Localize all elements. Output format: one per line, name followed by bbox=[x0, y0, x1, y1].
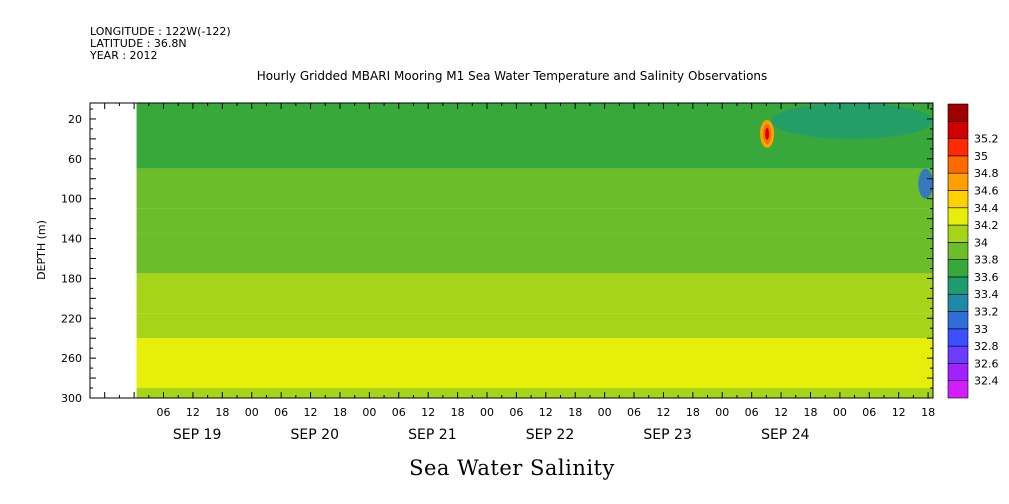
x-tick-label: 00 bbox=[245, 406, 259, 419]
x-day-label: SEP 21 bbox=[408, 427, 456, 443]
longitude-label: LONGITUDE : 122W(-122) bbox=[90, 25, 231, 38]
x-tick-label: 12 bbox=[539, 406, 553, 419]
x-tick-label: 12 bbox=[656, 406, 670, 419]
salinity-band bbox=[136, 313, 934, 339]
colorbar-label: 33.6 bbox=[974, 271, 999, 284]
colorbar-swatch bbox=[947, 190, 969, 209]
year-label: YEAR : 2012 bbox=[89, 49, 158, 62]
plot-area: 06 12 18 00 06 12 18 00 06 12 18 00 06 12 18 00 06 12 18 00… bbox=[61, 102, 935, 443]
colorbar-swatch bbox=[947, 380, 969, 399]
y-tick-label: 300 bbox=[61, 392, 82, 405]
x-day-label: SEP 19 bbox=[173, 427, 221, 443]
salinity-band bbox=[136, 338, 934, 389]
x-tick-label: 00 bbox=[833, 406, 847, 419]
variable-label: Sea Water Salinity bbox=[409, 456, 615, 480]
x-tick-label: 18 bbox=[451, 406, 465, 419]
colorbar-swatch bbox=[947, 224, 969, 243]
chart-title: Hourly Gridded MBARI Mooring M1 Sea Wate… bbox=[257, 69, 768, 83]
latitude-label: LATITUDE : 36.8N bbox=[90, 37, 187, 50]
y-tick-label: 180 bbox=[61, 272, 82, 285]
x-tick-label: 12 bbox=[892, 406, 906, 419]
x-tick-label: 12 bbox=[304, 406, 318, 419]
colorbar-swatch bbox=[947, 172, 969, 191]
y-tick-label: 20 bbox=[68, 113, 82, 126]
colorbar-swatch bbox=[947, 345, 969, 364]
x-tick-label: 06 bbox=[745, 406, 759, 419]
colorbar-label: 34.8 bbox=[974, 167, 999, 180]
colorbar-swatch bbox=[947, 242, 969, 260]
colorbar-label: 33 bbox=[974, 323, 988, 336]
salinity-band bbox=[136, 388, 934, 398]
x-axis: 06 12 18 00 06 12 18 00 06 12 18 00 06 12 18 00 06 12 18 00… bbox=[89, 103, 935, 443]
x-tick-label: 06 bbox=[157, 406, 171, 419]
colorbar-label: 32.6 bbox=[974, 357, 999, 370]
x-tick-label: 00 bbox=[480, 406, 494, 419]
x-tick-label: 18 bbox=[803, 406, 817, 419]
x-tick-label: 06 bbox=[509, 406, 523, 419]
colorbar-swatch bbox=[947, 311, 969, 330]
y-tick-label: 60 bbox=[68, 153, 82, 166]
y-tick-label: 260 bbox=[61, 352, 82, 365]
salinity-feature bbox=[918, 168, 933, 199]
salinity-band bbox=[136, 168, 934, 209]
x-day-label: SEP 20 bbox=[291, 427, 339, 443]
x-tick-label: 06 bbox=[862, 406, 876, 419]
x-day-label: SEP 23 bbox=[643, 427, 691, 443]
colorbar-swatch bbox=[947, 276, 969, 295]
colorbar: 32.4 32.6 32.8 33 33.2 33.4 33.6 33.8 34 34.2 34.4… bbox=[947, 103, 999, 399]
y-axis-label: DEPTH (m) bbox=[35, 220, 48, 280]
colorbar-swatch bbox=[947, 103, 969, 122]
y-tick-label: 220 bbox=[61, 312, 82, 325]
x-tick-label: 00 bbox=[362, 406, 376, 419]
salinity-band bbox=[136, 273, 934, 314]
colorbar-swatch bbox=[947, 293, 969, 312]
colorbar-swatch bbox=[947, 259, 969, 278]
colorbar-label: 34.2 bbox=[974, 219, 999, 232]
salinity-band bbox=[136, 208, 934, 234]
x-tick-label: 12 bbox=[421, 406, 435, 419]
salinity-feature bbox=[771, 103, 933, 139]
x-tick-label: 18 bbox=[215, 406, 229, 419]
x-tick-label: 12 bbox=[774, 406, 788, 419]
x-tick-label: 06 bbox=[392, 406, 406, 419]
colorbar-swatch bbox=[947, 207, 969, 226]
plot-frame bbox=[89, 102, 934, 399]
x-tick-label: 18 bbox=[333, 406, 347, 419]
salinity-field bbox=[136, 103, 934, 398]
x-tick-label: 06 bbox=[274, 406, 288, 419]
colorbar-label: 32.8 bbox=[974, 340, 999, 353]
colorbar-swatch bbox=[947, 363, 969, 382]
salinity-feature bbox=[765, 127, 770, 140]
colorbar-label: 35.2 bbox=[974, 133, 999, 146]
x-day-label: SEP 22 bbox=[526, 427, 574, 443]
salinity-band bbox=[136, 233, 934, 274]
x-tick-label: 00 bbox=[598, 406, 612, 419]
colorbar-label: 35 bbox=[974, 150, 988, 163]
colorbar-swatch bbox=[947, 328, 969, 347]
y-tick-label: 140 bbox=[61, 233, 82, 246]
x-day-label: SEP 24 bbox=[761, 427, 810, 443]
y-axis: 20 60 100 140 180 220 260 300 bbox=[61, 108, 933, 405]
colorbar-label: 33.2 bbox=[974, 306, 999, 319]
colorbar-swatch bbox=[947, 155, 969, 174]
x-tick-label: 00 bbox=[715, 406, 729, 419]
x-tick-label: 18 bbox=[686, 406, 700, 419]
x-tick-label: 12 bbox=[186, 406, 200, 419]
x-tick-label: 18 bbox=[568, 406, 582, 419]
colorbar-label: 32.4 bbox=[974, 375, 999, 388]
colorbar-label: 34 bbox=[974, 236, 988, 249]
colorbar-label: 33.4 bbox=[974, 288, 999, 301]
colorbar-label: 34.6 bbox=[974, 184, 999, 197]
y-tick-label: 100 bbox=[61, 193, 82, 206]
colorbar-swatch bbox=[947, 138, 969, 157]
x-tick-label: 18 bbox=[921, 406, 935, 419]
colorbar-swatch bbox=[947, 120, 969, 139]
colorbar-label: 33.8 bbox=[974, 254, 999, 267]
x-tick-label: 06 bbox=[627, 406, 641, 419]
colorbar-label: 34.4 bbox=[974, 202, 999, 215]
